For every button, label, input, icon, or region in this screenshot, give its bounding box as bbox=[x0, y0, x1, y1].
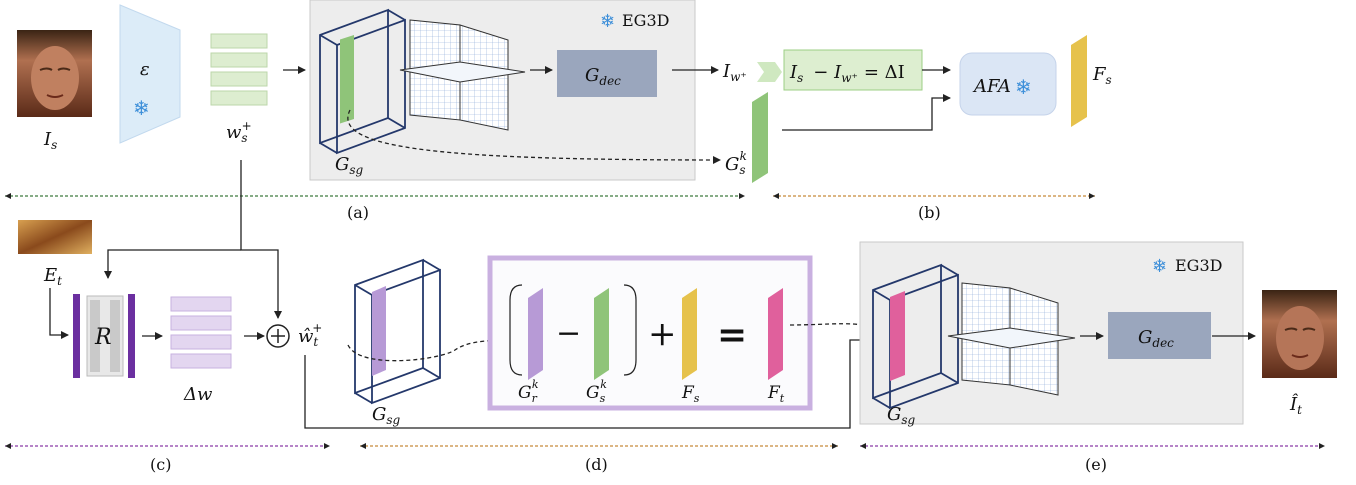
gs-plane bbox=[594, 288, 609, 380]
generator-frame-bottom bbox=[354, 258, 441, 405]
generator2-label: Gsg bbox=[887, 404, 916, 427]
residual-equation-box bbox=[783, 49, 923, 91]
afa-output-plane bbox=[1071, 35, 1087, 127]
panel-c-label: (c) bbox=[150, 455, 171, 474]
ft-label: Ft bbox=[767, 383, 785, 405]
purple-plane bbox=[372, 286, 386, 376]
delta-w-label: Δw bbox=[183, 384, 213, 405]
generator-label: Gsg bbox=[335, 154, 364, 177]
triplane-grid-bottom bbox=[947, 282, 1076, 396]
fs-plane bbox=[682, 288, 697, 380]
afa-output-label: Fs bbox=[1092, 64, 1112, 87]
output-image bbox=[1262, 290, 1337, 378]
pink-plane bbox=[890, 291, 905, 381]
delta-w-stack bbox=[170, 296, 232, 369]
afa-label: AFA bbox=[972, 76, 1011, 97]
gr-plane bbox=[528, 288, 543, 380]
decoder-block bbox=[557, 50, 657, 97]
render-output-label: Iw⁺ bbox=[722, 61, 747, 84]
triplane-grid bbox=[399, 19, 526, 131]
feature-plane-green bbox=[752, 92, 768, 183]
panel-d-label: (d) bbox=[585, 455, 608, 474]
add-operator-icon bbox=[266, 324, 290, 348]
latent-label: ws+ bbox=[226, 119, 252, 145]
panel-a-label: (a) bbox=[347, 203, 369, 222]
latent-stack bbox=[210, 33, 268, 106]
snowflake-icon: ❄ bbox=[600, 11, 615, 32]
gr-label: Grk bbox=[518, 378, 539, 405]
decoder-bottom-label: Gdec bbox=[1138, 327, 1174, 350]
snowflake-icon: ❄ bbox=[1015, 75, 1032, 99]
output-label: Ît bbox=[1289, 392, 1302, 417]
ft-plane bbox=[768, 288, 783, 380]
encoder-block bbox=[119, 4, 181, 144]
regressor-block bbox=[73, 294, 135, 378]
eg3d-top-label: EG3D bbox=[622, 11, 669, 30]
eg3d-bottom-label: EG3D bbox=[1175, 256, 1222, 275]
panel-b-label: (b) bbox=[918, 203, 941, 222]
decoder-label: Gdec bbox=[585, 65, 621, 88]
generator-bottom-label: Gsg bbox=[372, 404, 401, 427]
feature-label: Gsk bbox=[725, 149, 747, 177]
panel-e-label: (e) bbox=[1085, 455, 1107, 474]
residual-equation: Is − Iw⁺ = ΔI bbox=[789, 62, 905, 85]
green-plane bbox=[340, 34, 354, 124]
expression-image bbox=[18, 220, 92, 254]
fs-label: Fs bbox=[681, 383, 700, 405]
generator-frame bbox=[319, 8, 406, 155]
dashed-connection bbox=[347, 109, 721, 164]
source-image-label: Is bbox=[43, 129, 57, 152]
encoder-label: ε bbox=[140, 59, 150, 80]
source-image bbox=[17, 30, 92, 117]
combined-latent-label: ŵt+ bbox=[298, 321, 322, 349]
snowflake-icon: ❄ bbox=[1152, 256, 1167, 277]
bracket-left bbox=[509, 284, 523, 376]
expression-label: Et bbox=[43, 265, 62, 288]
equals-operator: = bbox=[717, 314, 747, 356]
bracket-right bbox=[623, 284, 637, 376]
plus-operator: + bbox=[648, 314, 677, 354]
afa-block bbox=[959, 52, 1057, 116]
green-chevron-icon bbox=[757, 62, 782, 82]
decoder-block-bottom bbox=[1108, 312, 1211, 359]
snowflake-icon: ❄ bbox=[133, 96, 150, 120]
regressor-label: R bbox=[94, 325, 112, 350]
gs-label: Gsk bbox=[586, 378, 607, 405]
minus-operator: − bbox=[556, 316, 581, 351]
merge-box bbox=[487, 255, 813, 411]
